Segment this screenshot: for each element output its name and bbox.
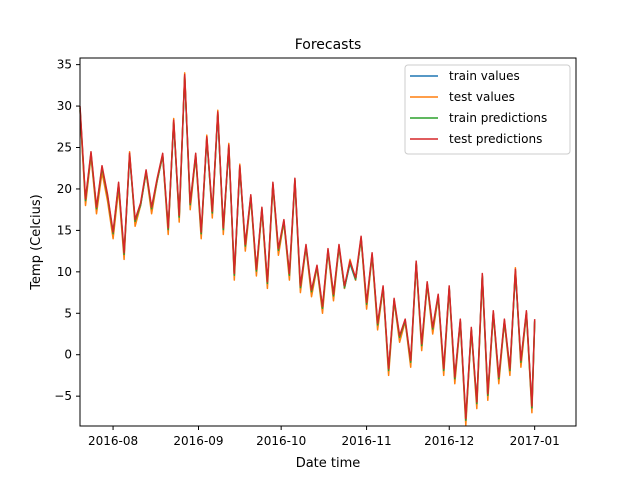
x-axis: 2016-08 2016-09 2016-10 2016-11 2016-12 2017-… — [88, 426, 560, 448]
legend-label: train values — [449, 69, 520, 83]
y-tick-label: −5 — [54, 389, 72, 403]
legend-box — [404, 64, 571, 155]
x-axis-label: Date time — [296, 456, 361, 471]
y-tick-label: 30 — [57, 99, 72, 113]
y-tick-label: 5 — [64, 306, 72, 320]
x-tick-label: 2017-01 — [510, 434, 560, 448]
y-tick-label: 10 — [57, 265, 72, 279]
legend: train values test values train predictions… — [404, 64, 571, 155]
plot-frame — [79, 57, 577, 427]
y-tick-label: 15 — [57, 223, 72, 237]
y-tick-label: 20 — [57, 182, 72, 196]
y-tick-label: 25 — [57, 141, 72, 155]
series-line-3 — [79, 73, 536, 420]
legend-label: test values — [449, 90, 515, 104]
x-tick-label: 2016-08 — [88, 434, 138, 448]
x-tick-label: 2016-09 — [173, 434, 223, 448]
y-axis: −5 0 5 10 15 20 25 30 35 — [54, 58, 80, 403]
legend-label: train predictions — [449, 111, 547, 125]
chart-title: Forecasts — [295, 37, 362, 53]
y-tick-label: 0 — [64, 348, 72, 362]
y-axis-label: Temp (Celcius) — [29, 194, 44, 290]
plot-series — [79, 72, 536, 426]
x-tick-label: 2016-11 — [342, 434, 392, 448]
x-tick-label: 2016-12 — [424, 434, 474, 448]
legend-label: test predictions — [449, 132, 542, 146]
y-tick-label: 35 — [57, 58, 72, 72]
x-tick-label: 2016-10 — [256, 434, 306, 448]
